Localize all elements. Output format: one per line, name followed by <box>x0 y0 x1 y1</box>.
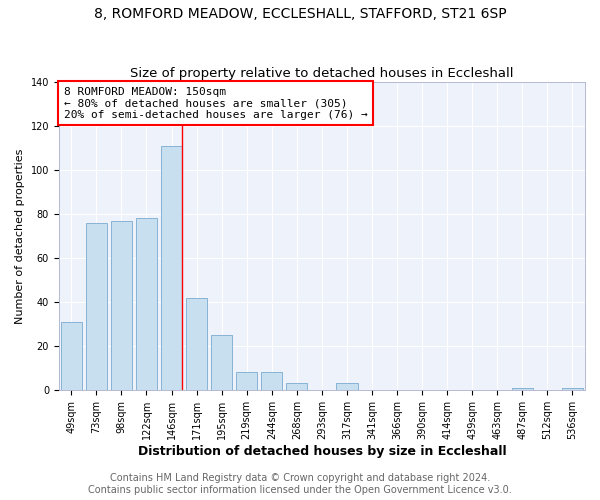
Bar <box>61 322 82 390</box>
X-axis label: Distribution of detached houses by size in Eccleshall: Distribution of detached houses by size … <box>137 444 506 458</box>
Text: Contains HM Land Registry data © Crown copyright and database right 2024.
Contai: Contains HM Land Registry data © Crown c… <box>88 474 512 495</box>
Y-axis label: Number of detached properties: Number of detached properties <box>15 148 25 324</box>
Bar <box>562 388 583 390</box>
Bar <box>111 220 132 390</box>
Bar <box>236 372 257 390</box>
Text: 8, ROMFORD MEADOW, ECCLESHALL, STAFFORD, ST21 6SP: 8, ROMFORD MEADOW, ECCLESHALL, STAFFORD,… <box>94 8 506 22</box>
Bar <box>512 388 533 390</box>
Bar <box>186 298 207 390</box>
Title: Size of property relative to detached houses in Eccleshall: Size of property relative to detached ho… <box>130 66 514 80</box>
Bar <box>261 372 283 390</box>
Bar <box>161 146 182 390</box>
Bar <box>86 223 107 390</box>
Bar <box>336 384 358 390</box>
Bar <box>211 335 232 390</box>
Bar <box>286 384 307 390</box>
Bar <box>136 218 157 390</box>
Text: 8 ROMFORD MEADOW: 150sqm
← 80% of detached houses are smaller (305)
20% of semi-: 8 ROMFORD MEADOW: 150sqm ← 80% of detach… <box>64 86 368 120</box>
